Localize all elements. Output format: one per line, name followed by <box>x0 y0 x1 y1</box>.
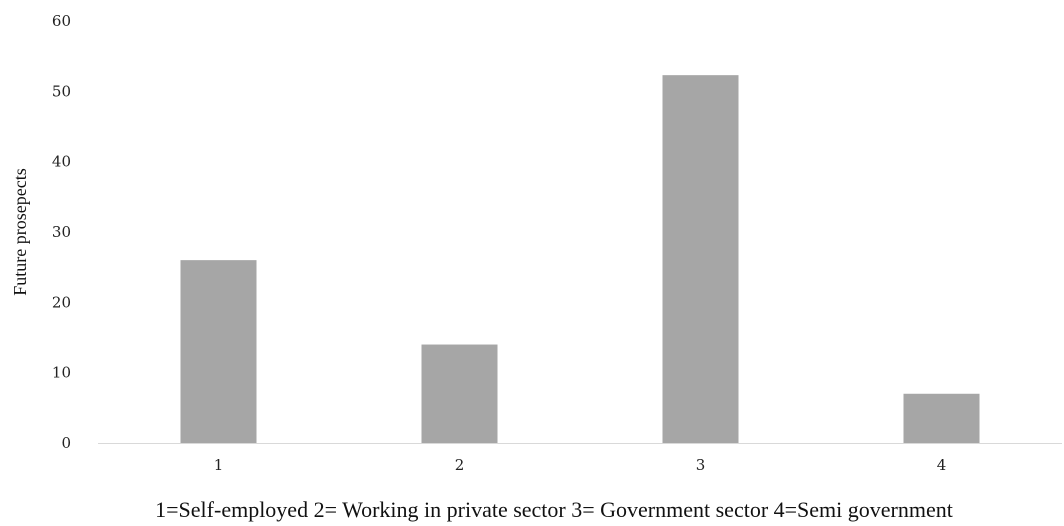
y-tick-label: 30 <box>52 223 71 241</box>
y-axis-label: Future prosepects <box>10 168 30 295</box>
y-tick-label: 40 <box>52 153 71 171</box>
bar-2 <box>421 344 498 443</box>
x-axis-ticks: 1 2 3 4 <box>214 456 947 474</box>
bars <box>180 75 980 443</box>
y-tick-label: 20 <box>52 293 71 311</box>
y-tick-label: 10 <box>52 364 71 382</box>
bar-3 <box>662 75 739 443</box>
y-axis-ticks: 0 10 20 30 40 50 60 <box>52 12 71 452</box>
bar-1 <box>180 260 257 443</box>
x-tick-label: 4 <box>937 456 947 474</box>
x-axis-label: 1=Self-employed 2= Working in private se… <box>155 497 953 522</box>
bar-4 <box>903 393 980 443</box>
x-tick-label: 3 <box>696 456 706 474</box>
y-tick-label: 50 <box>52 82 71 100</box>
x-tick-label: 1 <box>214 456 224 474</box>
y-tick-label: 0 <box>61 434 71 452</box>
y-tick-label: 60 <box>52 12 71 30</box>
x-tick-label: 2 <box>455 456 465 474</box>
